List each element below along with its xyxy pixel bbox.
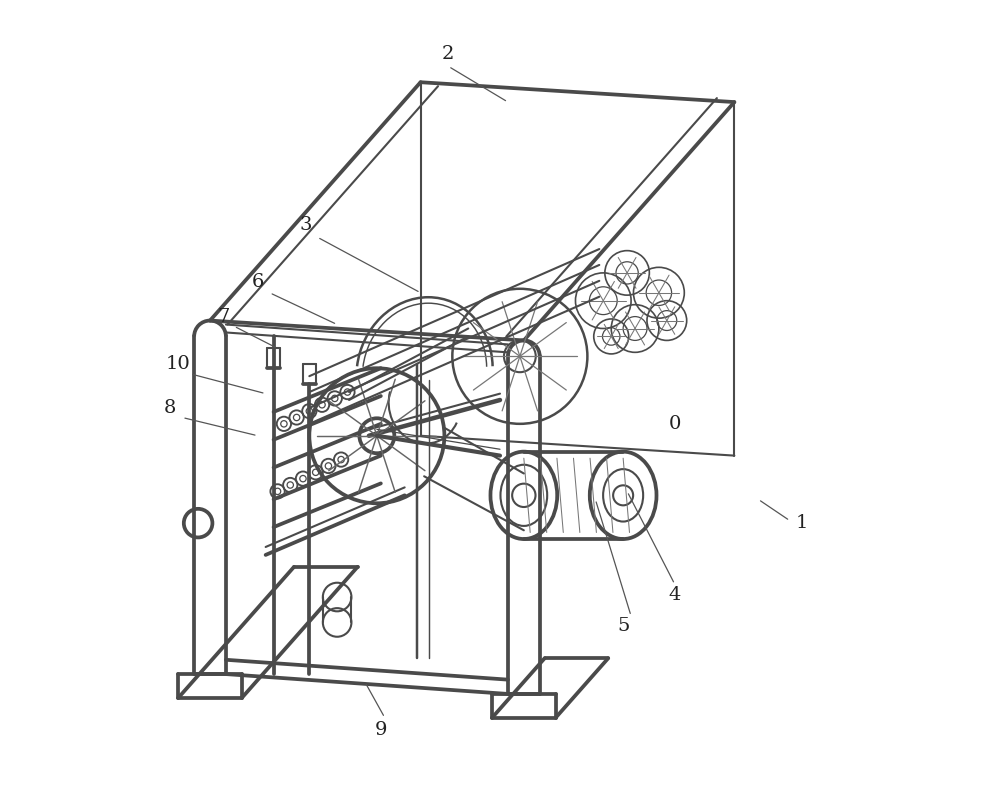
Text: 3: 3	[299, 216, 312, 234]
Text: 4: 4	[669, 586, 681, 604]
Text: 8: 8	[164, 399, 176, 417]
Text: 1: 1	[796, 514, 808, 532]
Text: 10: 10	[166, 355, 191, 374]
Text: 0: 0	[669, 415, 681, 433]
Text: 6: 6	[252, 274, 264, 291]
Text: 5: 5	[617, 618, 629, 635]
Text: 7: 7	[217, 307, 230, 326]
Text: 2: 2	[442, 46, 455, 63]
Text: 9: 9	[375, 721, 387, 738]
